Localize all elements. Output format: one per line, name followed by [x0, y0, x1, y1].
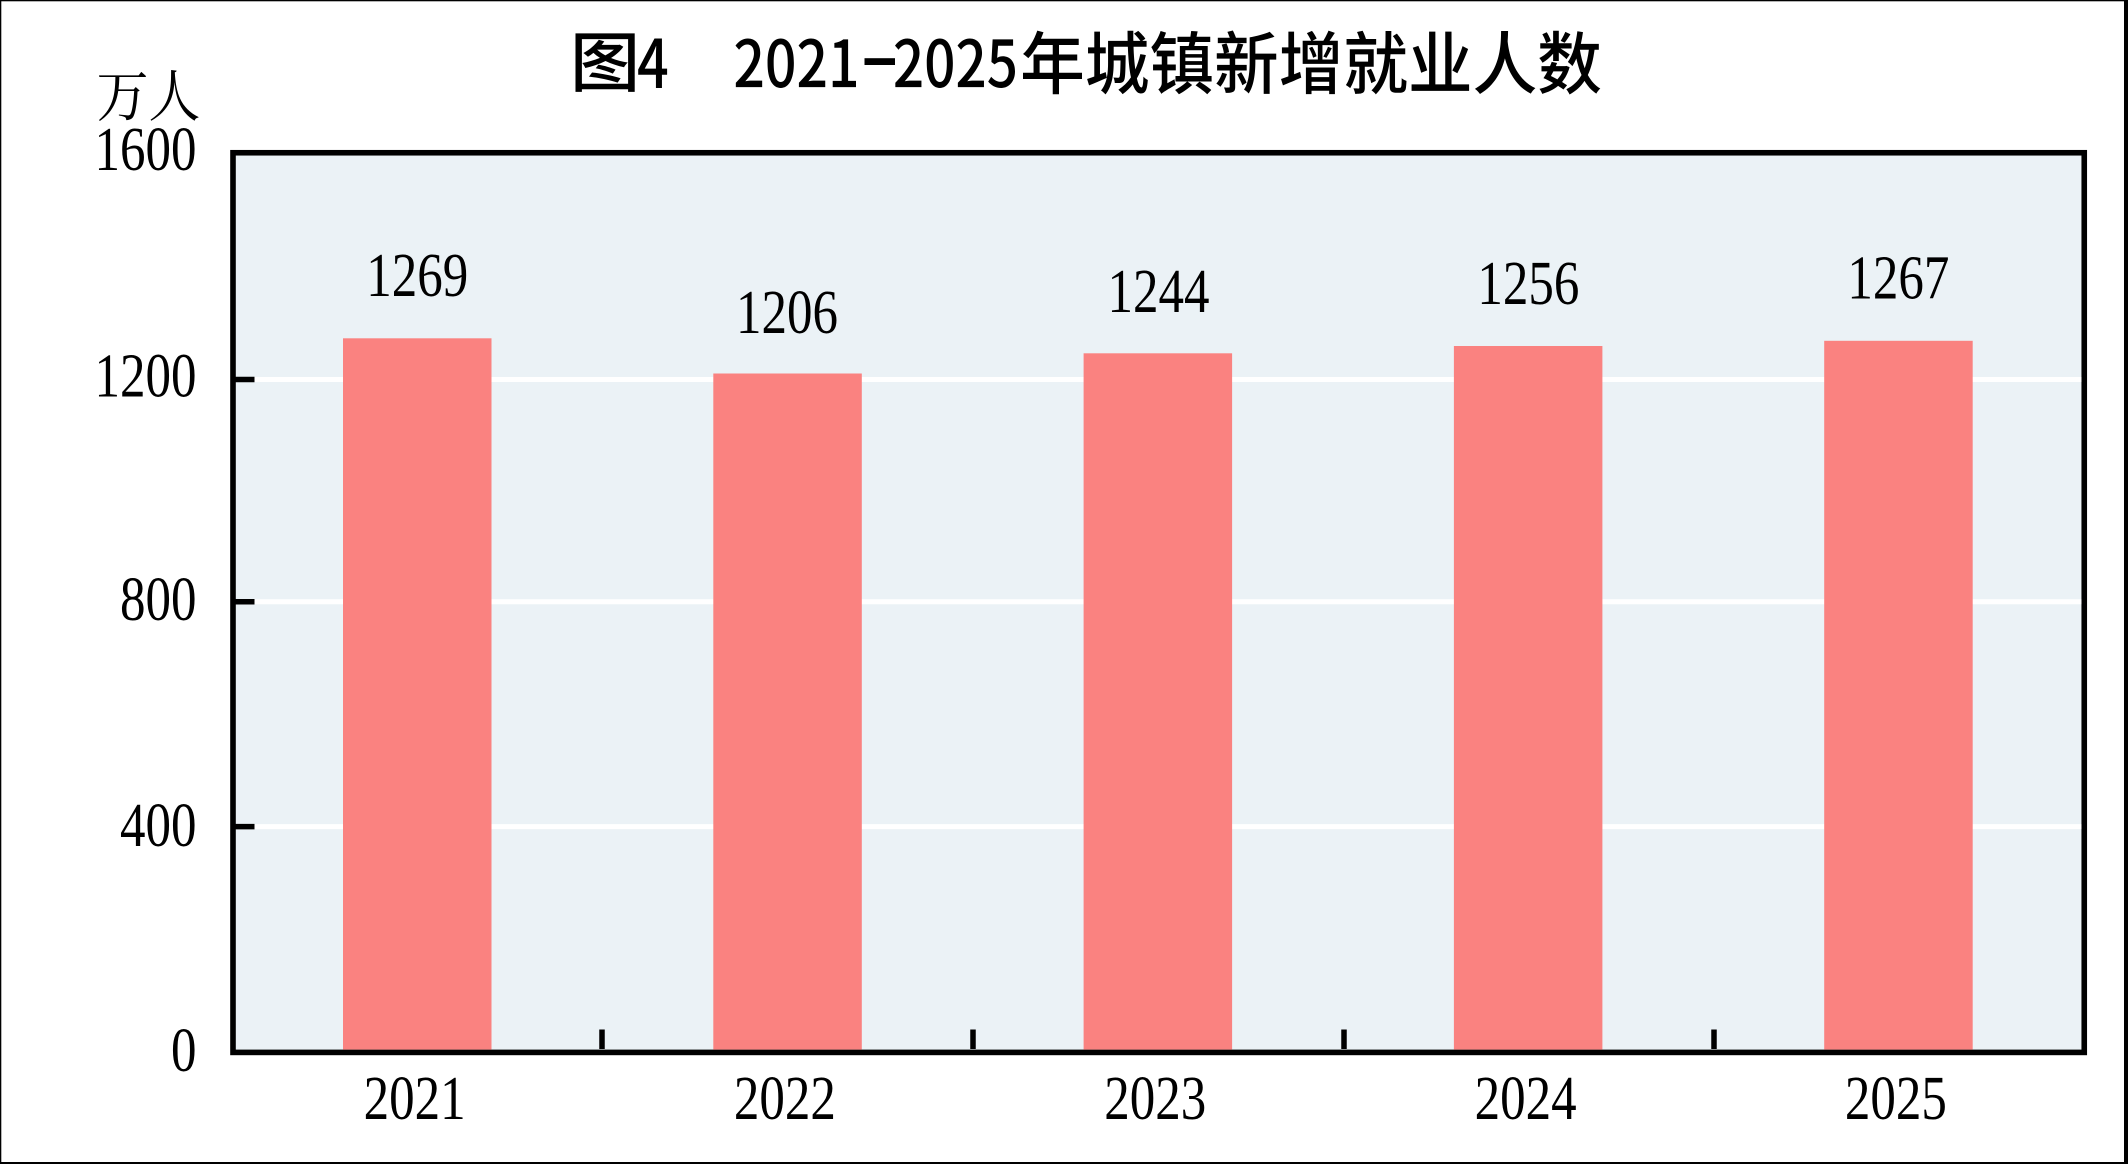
svg-text:0: 0	[171, 1016, 196, 1085]
svg-text:1200: 1200	[95, 342, 197, 411]
svg-text:1600: 1600	[95, 115, 197, 184]
svg-text:2021: 2021	[364, 1064, 466, 1133]
svg-text:2022: 2022	[734, 1064, 836, 1133]
svg-text:2024: 2024	[1475, 1064, 1577, 1133]
svg-text:1206: 1206	[736, 278, 838, 347]
svg-text:1256: 1256	[1477, 249, 1579, 318]
svg-text:400: 400	[120, 791, 196, 860]
svg-text:800: 800	[120, 565, 196, 634]
svg-text:2025: 2025	[1845, 1064, 1947, 1133]
svg-text:1269: 1269	[366, 241, 468, 310]
svg-text:2023: 2023	[1104, 1064, 1206, 1133]
svg-text:1244: 1244	[1108, 257, 1210, 326]
svg-text:1267: 1267	[1847, 244, 1949, 313]
